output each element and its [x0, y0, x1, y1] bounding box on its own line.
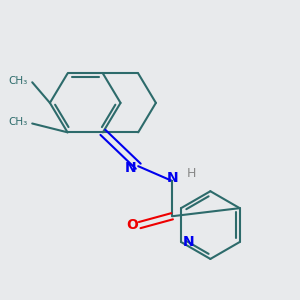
Text: N: N: [183, 235, 194, 249]
Text: CH₃: CH₃: [9, 117, 28, 127]
Text: O: O: [126, 218, 138, 232]
Text: H: H: [187, 167, 196, 180]
Text: N: N: [125, 161, 137, 175]
Text: N: N: [166, 171, 178, 185]
Text: CH₃: CH₃: [9, 76, 28, 86]
